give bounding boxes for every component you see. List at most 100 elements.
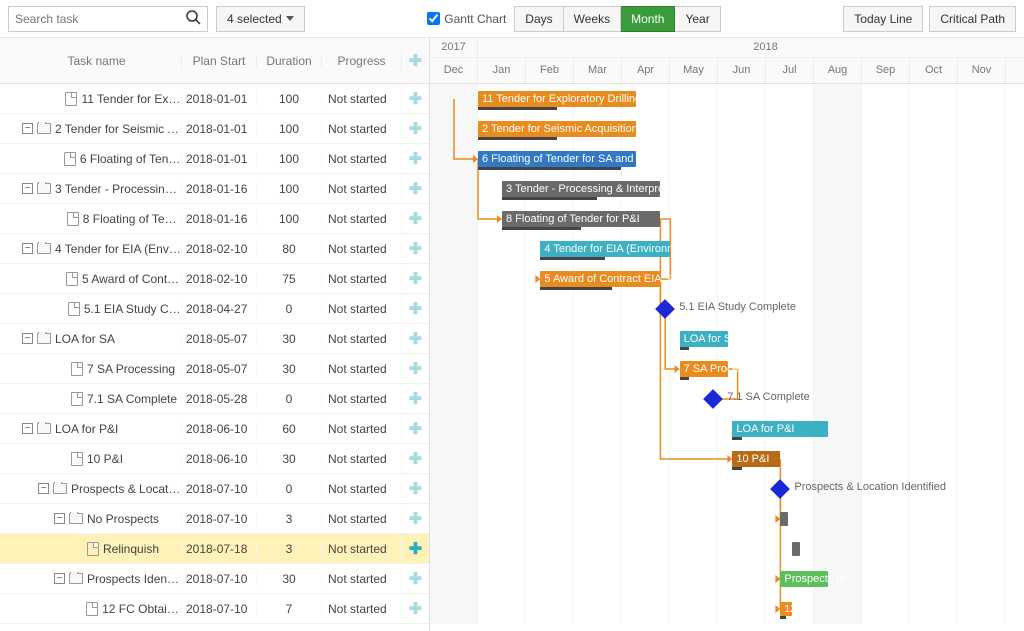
today-line-button[interactable]: Today Line <box>843 6 923 32</box>
expand-toggle[interactable]: − <box>54 513 65 524</box>
gantt-bar[interactable]: 3 Tender - Processing & Interpretation <box>502 181 660 197</box>
search-input[interactable] <box>15 12 179 26</box>
task-row[interactable]: −3 Tender - Processing & Interpretation2… <box>0 174 429 204</box>
gantt-bar[interactable]: LOA for P&I <box>732 421 828 437</box>
task-row[interactable]: −Prospects Identified2018-07-1030Not sta… <box>0 564 429 594</box>
expand-toggle[interactable]: − <box>22 183 33 194</box>
cell-duration: 100 <box>256 182 321 196</box>
timeline-row: 5 Award of Contract EIA Study <box>430 264 1024 294</box>
year-row: 20172018 <box>430 38 1024 58</box>
timeline-row: 2 Tender for Seismic Acquisition(SA) <box>430 114 1024 144</box>
col-duration[interactable]: Duration <box>256 54 321 68</box>
milestone[interactable] <box>655 299 675 319</box>
task-row[interactable]: 7 SA Processing2018-05-0730Not started✚ <box>0 354 429 384</box>
gantt-bar[interactable] <box>780 512 788 526</box>
expand-toggle[interactable]: − <box>22 243 33 254</box>
gantt-bar[interactable]: Prospects Id <box>780 571 828 587</box>
month-cell: Aug <box>814 58 862 83</box>
view-weeks[interactable]: Weeks <box>564 6 621 32</box>
gantt-bar[interactable]: 7 SA Proces <box>680 361 728 377</box>
gantt-checkbox[interactable] <box>427 12 440 25</box>
add-task-button[interactable]: ✚ <box>401 539 429 559</box>
cell-progress: Not started <box>321 152 401 166</box>
cell-duration: 100 <box>256 92 321 106</box>
task-row[interactable]: 5.1 EIA Study Complete2018-04-270Not sta… <box>0 294 429 324</box>
add-task-button[interactable]: ✚ <box>401 239 429 259</box>
task-row[interactable]: −2 Tender for Seismic Acquisition2018-01… <box>0 114 429 144</box>
folder-icon <box>69 513 83 524</box>
month-cell: Sep <box>862 58 910 83</box>
add-task-button[interactable]: ✚ <box>401 89 429 109</box>
add-task-button[interactable]: ✚ <box>401 209 429 229</box>
cell-duration: 3 <box>256 542 321 556</box>
gantt-bar[interactable]: 2 Tender for Seismic Acquisition(SA) <box>478 121 636 137</box>
add-task-button[interactable]: ✚ <box>401 569 429 589</box>
cell-duration: 100 <box>256 152 321 166</box>
expand-toggle[interactable]: − <box>22 123 33 134</box>
task-row[interactable]: −No Prospects2018-07-103Not started✚ <box>0 504 429 534</box>
view-year[interactable]: Year <box>675 6 720 32</box>
selected-dropdown[interactable]: 4 selected <box>216 6 305 32</box>
add-task-button[interactable]: ✚ <box>401 479 429 499</box>
task-row[interactable]: 5 Award of Contract EIA Study2018-02-107… <box>0 264 429 294</box>
gantt-bar[interactable]: 12 <box>780 602 792 616</box>
gantt-bar[interactable]: 4 Tender for EIA (Environment) <box>540 241 670 257</box>
view-days[interactable]: Days <box>514 6 563 32</box>
critical-path-button[interactable]: Critical Path <box>929 6 1016 32</box>
milestone[interactable] <box>770 479 790 499</box>
task-row[interactable]: −LOA for P&I2018-06-1060Not started✚ <box>0 414 429 444</box>
add-task-button[interactable]: ✚ <box>401 149 429 169</box>
expand-toggle[interactable]: − <box>38 483 49 494</box>
gantt-bar[interactable]: 8 Floating of Tender for P&I <box>502 211 660 227</box>
expand-toggle[interactable]: − <box>54 573 65 584</box>
add-task-button[interactable]: ✚ <box>401 359 429 379</box>
view-month[interactable]: Month <box>621 6 675 32</box>
gantt-bar-label: 12 <box>784 604 795 615</box>
task-row[interactable]: 7.1 SA Complete2018-05-280Not started✚ <box>0 384 429 414</box>
task-row[interactable]: −4 Tender for EIA (Environment)2018-02-1… <box>0 234 429 264</box>
gantt-bar[interactable] <box>792 542 800 556</box>
task-name-label: 5 Award of Contract EIA Study <box>82 272 181 286</box>
add-task-button[interactable]: ✚ <box>401 419 429 439</box>
gantt-bar[interactable]: LOA for SA <box>680 331 728 347</box>
cell-plan-start: 2018-07-18 <box>181 542 256 556</box>
task-name-label: No Prospects <box>87 512 159 526</box>
task-row[interactable]: 8 Floating of Tender for P&I2018-01-1610… <box>0 204 429 234</box>
add-task-button[interactable]: ✚ <box>401 179 429 199</box>
add-task-button[interactable]: ✚ <box>401 599 429 619</box>
add-task-button[interactable]: ✚ <box>401 509 429 529</box>
cell-duration: 0 <box>256 482 321 496</box>
task-row[interactable]: 6 Floating of Tender for SA and Evaluati… <box>0 144 429 174</box>
gantt-bar-label: 7 SA Proces <box>684 363 745 375</box>
add-task-button[interactable]: ✚ <box>401 299 429 319</box>
month-cell: Jul <box>766 58 814 83</box>
add-column-button[interactable]: ✚ <box>401 51 429 71</box>
add-task-button[interactable]: ✚ <box>401 389 429 409</box>
gantt-bar[interactable]: 11 Tender for Exploratory Drilling <box>478 91 636 107</box>
gantt-chart-toggle[interactable]: Gantt Chart <box>427 12 506 26</box>
col-progress[interactable]: Progress <box>321 54 401 68</box>
task-row[interactable]: 12 FC Obtained2018-07-107Not started✚ <box>0 594 429 624</box>
gantt-bar[interactable]: 6 Floating of Tender for SA and Evaluati… <box>478 151 636 167</box>
col-plan-start[interactable]: Plan Start <box>181 54 256 68</box>
gantt-bar-label: Prospects Id <box>784 573 845 585</box>
add-task-button[interactable]: ✚ <box>401 329 429 349</box>
add-task-button[interactable]: ✚ <box>401 269 429 289</box>
expand-toggle[interactable]: − <box>22 333 33 344</box>
gantt-bar[interactable]: 10 P&I <box>732 451 780 467</box>
gantt-label: Gantt Chart <box>444 12 506 26</box>
task-row[interactable]: −Prospects & Location Identified2018-07-… <box>0 474 429 504</box>
search-icon[interactable] <box>185 9 201 28</box>
add-task-button[interactable]: ✚ <box>401 119 429 139</box>
expand-toggle[interactable]: − <box>22 423 33 434</box>
task-row[interactable]: 10 P&I2018-06-1030Not started✚ <box>0 444 429 474</box>
milestone[interactable] <box>703 389 723 409</box>
col-task[interactable]: Task name <box>0 54 181 68</box>
task-row[interactable]: Relinquish2018-07-183Not started✚ <box>0 534 429 564</box>
task-row[interactable]: 11 Tender for Exploratory Drilling2018-0… <box>0 84 429 114</box>
timeline-body[interactable]: 11 Tender for Exploratory Drilling 2 Tend… <box>430 84 1024 624</box>
gantt-bar[interactable]: 5 Award of Contract EIA Study <box>540 271 660 287</box>
task-row[interactable]: −LOA for SA2018-05-0730Not started✚ <box>0 324 429 354</box>
add-task-button[interactable]: ✚ <box>401 449 429 469</box>
cell-progress: Not started <box>321 602 401 616</box>
